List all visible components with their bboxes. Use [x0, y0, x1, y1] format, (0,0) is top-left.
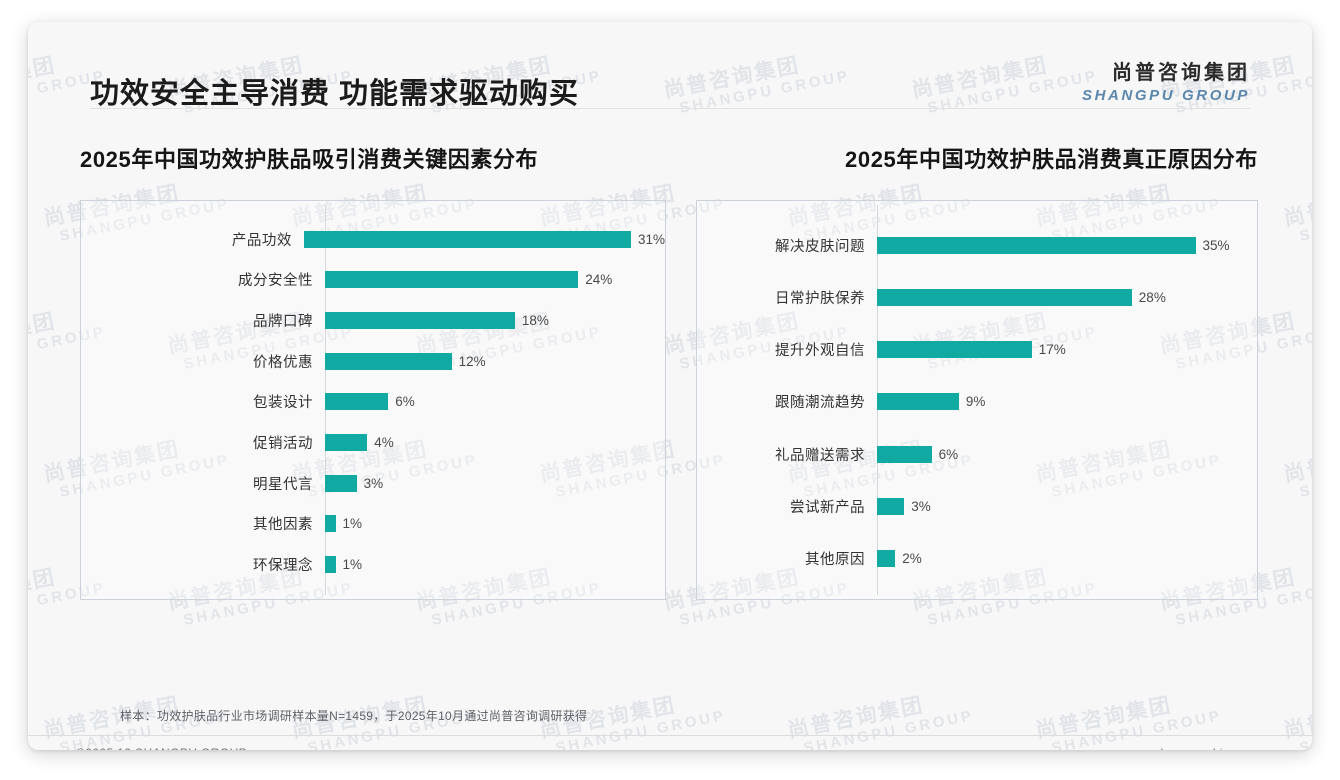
bar-category-label: 礼品赠送需求 — [775, 447, 865, 464]
bar-segment — [325, 271, 579, 289]
bar-row: 品牌口碑 18% — [81, 310, 665, 332]
bar-segment — [325, 556, 336, 574]
bar-segment — [325, 474, 357, 492]
bar-segment — [325, 393, 389, 411]
chart-title-left: 2025年中国功效护肤品吸引消费关键因素分布 — [80, 147, 539, 172]
bar-row: 其他因素 1% — [81, 513, 665, 535]
logo-english-text: SHANGPU GROUP — [1082, 86, 1250, 104]
bar-row: 成分安全性 24% — [81, 269, 665, 291]
bar-segment — [325, 352, 452, 370]
bar-value-label: 3% — [911, 499, 931, 515]
bar-segment — [877, 236, 1196, 254]
bar-segment — [325, 312, 515, 330]
bar-category-label: 品牌口碑 — [253, 314, 313, 331]
sample-note: 样本：功效护肤品行业市场调研样本量N=1459，于2025年10月通过尚普咨询调… — [120, 709, 588, 723]
bar-segment — [877, 393, 959, 411]
bar-row: 提升外观自信 17% — [697, 339, 1257, 361]
bar-row: 跟随潮流趋势 9% — [697, 391, 1257, 413]
bar-segment — [303, 230, 631, 248]
bar-row: 解决皮肤问题 35% — [697, 234, 1257, 256]
bar-category-label: 提升外观自信 — [775, 343, 865, 360]
bar-value-label: 31% — [637, 231, 665, 247]
bar-row: 其他原因 2% — [697, 548, 1257, 570]
bar-row: 产品功效 31% — [81, 228, 665, 250]
bar-segment — [877, 288, 1132, 306]
bar-value-label: 2% — [902, 551, 922, 567]
bar-category-label: 包装设计 — [253, 395, 313, 412]
bar-row: 价格优惠 12% — [81, 350, 665, 372]
bar-list-right: 解决皮肤问题 35% 日常护肤保养 28% 提升外观自信 17% 跟随潮流趋势 9% 礼品赠送需… — [697, 219, 1257, 585]
bar-category-label: 促销活动 — [253, 436, 313, 453]
bar-segment — [877, 341, 1032, 359]
footer-copyright: ©2025.12 SHANGPU GROUP — [76, 746, 247, 750]
chart-title-right: 2025年中国功效护肤品消费真正原因分布 — [845, 147, 1258, 172]
brand-logo: 尚普咨询集团 SHANGPU GROUP — [1082, 62, 1250, 104]
bar-value-label: 35% — [1202, 237, 1230, 253]
bar-value-label: 17% — [1038, 342, 1066, 358]
bar-category-label: 成分安全性 — [238, 273, 313, 290]
slide-card: 尚普咨询集团 SHANGPU GROUP 尚普咨询集团 SHANGPU GROUP 尚普… — [28, 22, 1312, 750]
bar-category-label: 明星代言 — [253, 476, 313, 493]
footer-divider — [28, 735, 1312, 736]
bar-segment — [325, 434, 368, 452]
bar-category-label: 其他原因 — [805, 552, 865, 569]
chart-block-real-reasons: 2025年中国功效护肤品消费真正原因分布 解决皮肤问题 35% 日常护肤保养 28% 提… — [696, 142, 1258, 600]
bar-value-label: 9% — [965, 394, 986, 410]
bar-category-label: 解决皮肤问题 — [775, 238, 865, 255]
bar-value-label: 3% — [363, 475, 384, 491]
bar-value-label: 18% — [521, 313, 549, 329]
bar-category-label: 价格优惠 — [253, 354, 313, 371]
bar-value-label: 12% — [458, 353, 486, 369]
bar-category-label: 产品功效 — [231, 232, 292, 249]
bar-row: 尝试新产品 3% — [697, 496, 1257, 518]
header-divider — [90, 108, 1250, 109]
logo-chinese-text: 尚普咨询集团 — [1112, 62, 1250, 84]
bar-row: 环保理念 1% — [81, 554, 665, 576]
chart-block-key-factors: 2025年中国功效护肤品吸引消费关键因素分布 产品功效 31% 成分安全性 24% 品牌… — [80, 142, 670, 600]
bar-row: 礼品赠送需求 6% — [697, 443, 1257, 465]
bar-category-label: 尝试新产品 — [790, 500, 865, 517]
slide-header: 功效安全主导消费 功能需求驱动购买 尚普咨询集团 SHANGPU GROUP — [28, 22, 1312, 110]
bar-value-label: 4% — [374, 435, 394, 451]
footer-website[interactable]: www.shangpu-china.com — [1124, 746, 1264, 750]
bar-row: 促销活动 4% — [81, 432, 665, 454]
bar-category-label: 跟随潮流趋势 — [775, 395, 865, 412]
bar-value-label: 6% — [938, 446, 959, 462]
bar-value-label: 1% — [342, 516, 363, 532]
bar-category-label: 日常护肤保养 — [775, 290, 865, 307]
bar-value-label: 1% — [342, 557, 363, 573]
bar-category-label: 环保理念 — [253, 558, 313, 575]
bar-segment — [877, 445, 932, 463]
bar-value-label: 24% — [585, 272, 613, 288]
slide-footer: ©2025.12 SHANGPU GROUP www.shangpu-china… — [28, 736, 1312, 750]
bar-list-left: 产品功效 31% 成分安全性 24% 品牌口碑 18% 价格优惠 12% 包装设计 6% 促销活动 4… — [81, 219, 665, 585]
bar-row: 明星代言 3% — [81, 472, 665, 494]
chart-panel-left: 产品功效 31% 成分安全性 24% 品牌口碑 18% 价格优惠 12% 包装设计 6% 促销活动 4… — [80, 200, 666, 600]
bar-category-label: 其他因素 — [253, 517, 313, 534]
bar-segment — [877, 498, 905, 516]
bar-segment — [877, 550, 896, 568]
page-title: 功效安全主导消费 功能需求驱动购买 — [90, 78, 580, 110]
bar-segment — [325, 515, 336, 533]
bar-row: 日常护肤保养 28% — [697, 286, 1257, 308]
chart-panel-right: 解决皮肤问题 35% 日常护肤保养 28% 提升外观自信 17% 跟随潮流趋势 9% 礼品赠送需… — [696, 200, 1258, 600]
bar-value-label: 28% — [1138, 289, 1166, 305]
bar-value-label: 6% — [395, 394, 415, 410]
bar-row: 包装设计 6% — [81, 391, 665, 413]
